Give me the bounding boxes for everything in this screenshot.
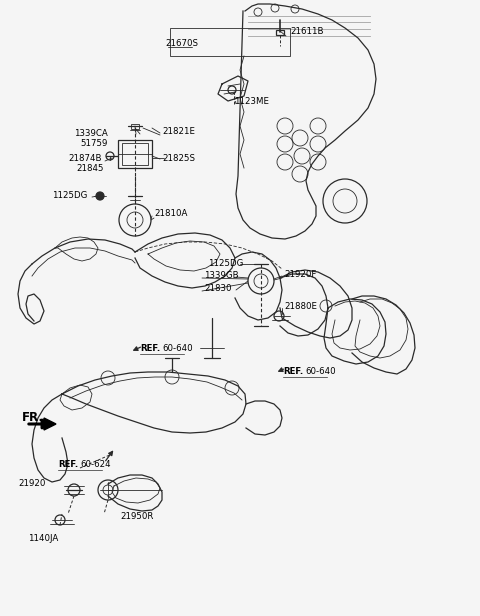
Text: 60-640: 60-640 [162,344,192,353]
Text: 60-624: 60-624 [80,460,110,469]
Text: 1123ME: 1123ME [234,97,269,106]
Text: 51759: 51759 [80,139,108,148]
Text: REF.: REF. [140,344,160,353]
Polygon shape [44,418,56,430]
Bar [170,28,290,56]
Text: 21611B: 21611B [290,27,324,36]
Text: 1125DG: 1125DG [52,191,87,200]
Text: 21830: 21830 [204,284,231,293]
Text: 21880E: 21880E [284,302,317,311]
Text: 21810A: 21810A [154,209,187,218]
Text: REF.: REF. [283,367,303,376]
Text: 21670S: 21670S [165,39,198,48]
Text: 60-640: 60-640 [305,367,336,376]
Text: 1125DG: 1125DG [208,259,243,268]
Text: 21825S: 21825S [162,154,195,163]
Text: 1339GB: 1339GB [204,271,239,280]
Bar [131,124,139,129]
Text: FR.: FR. [22,411,44,424]
Text: 21920: 21920 [18,479,46,488]
Text: 21874B: 21874B [68,154,101,163]
Bar [118,140,152,168]
Text: 21845: 21845 [76,164,104,173]
Text: REF.: REF. [58,460,78,469]
Text: 1339CA: 1339CA [74,129,108,138]
Text: 1140JA: 1140JA [28,534,58,543]
Text: 21920F: 21920F [284,270,316,279]
Bar [276,30,284,35]
Text: 21821E: 21821E [162,127,195,136]
Circle shape [96,192,104,200]
Bar [122,143,148,165]
Text: 21950R: 21950R [120,512,154,521]
